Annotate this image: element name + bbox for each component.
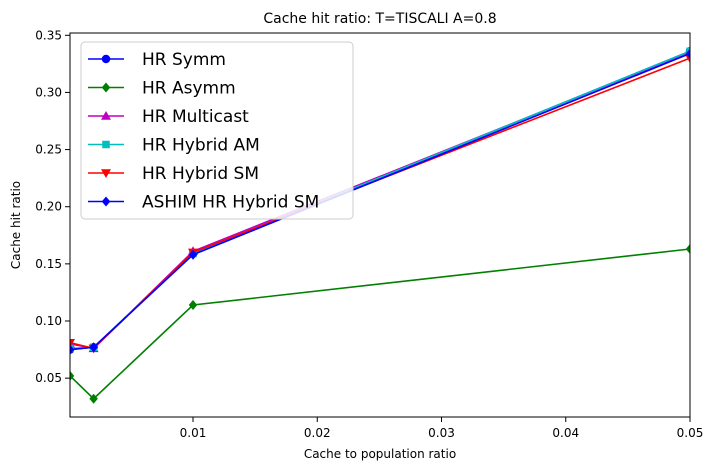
data-point [188,249,198,260]
legend-marker [101,82,111,93]
y-tick-label: 0.20 [35,200,62,214]
data-point [70,344,75,355]
x-tick-label: 0.01 [180,426,207,440]
x-axis-label: Cache to population ratio [304,447,456,461]
data-point [685,244,690,254]
data-point [89,393,98,404]
series-ashim-hr-hybrid-sm [70,48,690,355]
legend-item: HR Asymm [88,79,236,99]
legend-label: HR Hybrid AM [142,136,260,156]
data-point [188,300,198,310]
legend-marker [101,169,111,178]
x-axis-ticks: 0.01 0.02 0.03 0.04 0.05 [180,417,704,440]
series-hr-asymm [70,244,690,404]
legend-label: HR Multicast [142,107,249,127]
x-tick-label: 0.05 [677,426,704,440]
series-line [70,52,690,351]
x-tick-label: 0.03 [428,426,455,440]
legend: HR Symm HR Asymm HR Multicast HR Hybrid AM H… [80,41,354,220]
y-axis-ticks: 0.05 0.10 0.15 0.20 0.25 0.30 0.35 [35,28,70,385]
legend-marker [101,196,111,207]
legend-marker [101,111,111,120]
legend-box [80,41,354,220]
plot-frame [69,32,691,418]
data-point [70,338,75,348]
legend-label: HR Hybrid SM [142,164,259,184]
y-tick-label: 0.05 [35,371,62,385]
data-point [685,48,690,59]
x-tick-label: 0.04 [552,426,579,440]
y-tick-label: 0.30 [35,85,62,99]
x-tick-label: 0.02 [304,426,331,440]
legend-item: HR Hybrid SM [88,164,259,184]
legend-item: HR Symm [88,50,226,70]
y-tick-label: 0.35 [35,28,62,42]
legend-label: HR Asymm [142,79,236,99]
data-point [89,342,98,353]
y-tick-label: 0.25 [35,143,62,157]
legend-item: HR Multicast [88,107,249,127]
legend-label: ASHIM HR Hybrid SM [142,193,319,213]
series-layer [70,47,690,404]
y-tick-label: 0.10 [35,314,62,328]
legend-marker [101,54,111,64]
legend-item: HR Hybrid AM [88,136,260,156]
legend-marker [102,140,110,149]
y-axis-label: Cache hit ratio [9,181,23,269]
series-line [70,248,690,400]
y-tick-label: 0.15 [35,257,62,271]
legend-item: ASHIM HR Hybrid SM [88,193,319,213]
legend-label: HR Symm [142,50,226,70]
data-point [70,370,75,381]
chart-title: Cache hit ratio: T=TISCALI A=0.8 [263,11,496,27]
